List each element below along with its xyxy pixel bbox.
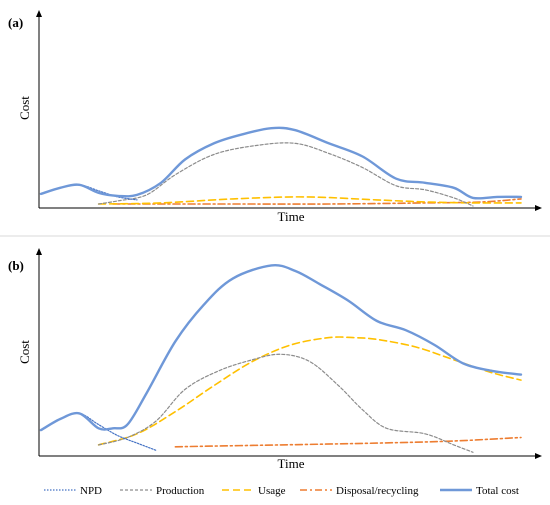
panel-a-x-axis-arrow: [535, 205, 542, 211]
panel-a-x-axis-title: Time: [278, 209, 305, 224]
panel-b-y-axis-title: Cost: [17, 340, 32, 364]
panel-b-production-line: [98, 353, 474, 453]
legend-label-disposal: Disposal/recycling: [336, 485, 419, 497]
panel-b-total-line: [39, 263, 523, 432]
panel-a-production-line: [98, 142, 474, 207]
panel-b-disposal-line: [174, 436, 522, 448]
legend-item-total: Total cost: [440, 485, 519, 497]
panel-b: (b) Time Cost: [8, 248, 542, 471]
legend-label-npd: NPD: [80, 485, 102, 497]
panel-a-y-axis-arrow: [36, 10, 42, 17]
legend-item-disposal: Disposal/recycling: [300, 485, 419, 497]
panel-a-label: (a): [8, 15, 23, 30]
legend-label-total: Total cost: [476, 485, 519, 497]
panel-b-x-axis-title: Time: [278, 456, 305, 471]
panel-a-npd-line: [40, 184, 138, 201]
panel-b-y-axis-arrow: [36, 248, 42, 255]
panel-b-x-axis-arrow: [535, 453, 542, 459]
panel-b-series: [39, 263, 523, 453]
legend-label-production: Production: [156, 485, 205, 497]
panel-a-series: [39, 126, 523, 207]
legend-item-npd: NPD: [44, 485, 102, 497]
panel-a: (a) Time Cost: [8, 10, 542, 224]
legend: NPD Production Usage Disposal/recycling …: [44, 485, 519, 497]
panel-a-disposal-line: [112, 198, 522, 205]
panel-b-label: (b): [8, 258, 24, 273]
panel-a-total-line: [39, 126, 523, 200]
legend-item-usage: Usage: [222, 485, 286, 497]
panel-a-usage-line: [97, 196, 522, 205]
panel-a-y-axis-title: Cost: [17, 96, 32, 120]
legend-item-production: Production: [120, 485, 205, 497]
panel-b-usage-line: [97, 336, 522, 446]
legend-label-usage: Usage: [258, 485, 286, 497]
